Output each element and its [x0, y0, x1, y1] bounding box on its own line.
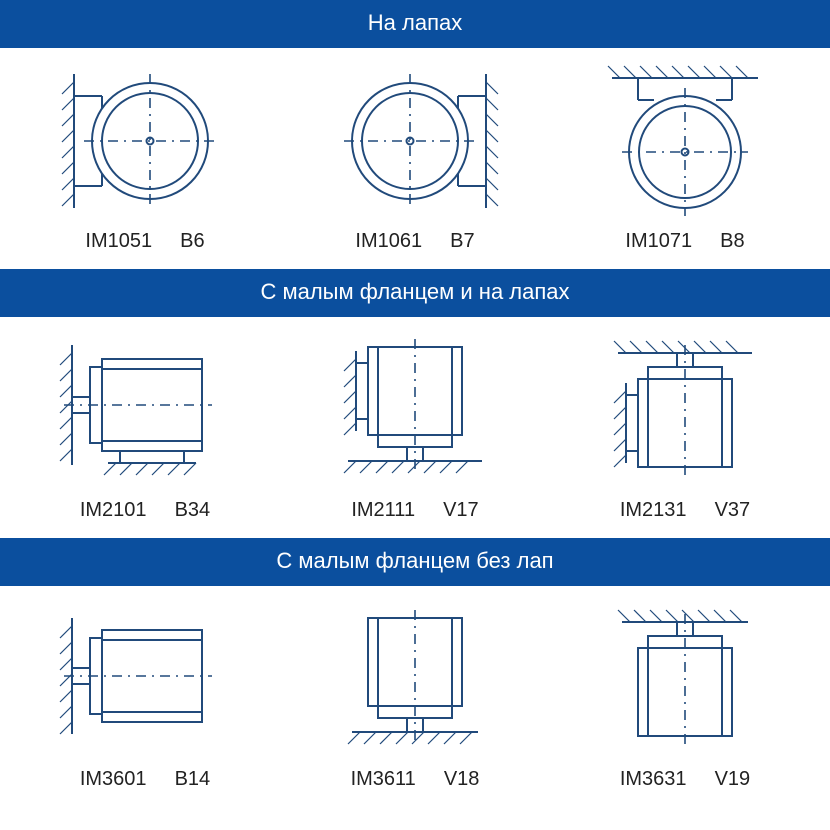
item-cell: IM3601 B14 — [20, 604, 270, 797]
section-header-2: С малым фланцем без лап — [0, 538, 830, 586]
item-labels: IM2131 V37 — [620, 499, 750, 522]
item-cell: IM3611 V18 — [290, 604, 540, 797]
item-code: IM1071 — [625, 230, 692, 253]
item-code: IM3611 — [351, 768, 416, 791]
item-labels: IM1051 B6 — [85, 230, 204, 253]
item-labels: IM2101 B34 — [80, 499, 210, 522]
drawing-circle-left — [50, 66, 240, 216]
item-cell: IM3631 V19 — [560, 604, 810, 797]
item-alt: V18 — [444, 768, 480, 791]
drawing-box-top-feet — [590, 335, 780, 485]
item-cell: IM1051 B6 — [20, 66, 270, 259]
drawing-box-bottom — [320, 604, 510, 754]
item-alt: B8 — [720, 230, 744, 253]
item-cell: IM1071 B8 — [560, 66, 810, 259]
section-row-1: IM2101 B34 — [0, 317, 830, 538]
item-alt: V19 — [715, 768, 751, 791]
section-header-0: На лапах — [0, 0, 830, 48]
drawing-box-left-feet — [50, 335, 240, 485]
item-labels: IM2111 V17 — [351, 499, 478, 522]
item-cell: IM2111 V17 — [290, 335, 540, 528]
item-code: IM1051 — [85, 230, 152, 253]
section-row-0: IM1051 B6 — [0, 48, 830, 269]
item-code: IM2101 — [80, 499, 147, 522]
drawing-box-top — [590, 604, 780, 754]
section-row-2: IM3601 B14 — [0, 586, 830, 807]
item-code: IM2131 — [620, 499, 687, 522]
item-alt: V37 — [715, 499, 751, 522]
item-code: IM2111 — [351, 499, 415, 522]
item-cell: IM1061 B7 — [290, 66, 540, 259]
page: На лапах — [0, 0, 830, 807]
drawing-circle-right — [320, 66, 510, 216]
item-code: IM3601 — [80, 768, 147, 791]
item-labels: IM3631 V19 — [620, 768, 750, 791]
item-code: IM3631 — [620, 768, 687, 791]
drawing-circle-top — [590, 66, 780, 216]
drawing-box-bottom-feet — [320, 335, 510, 485]
item-code: IM1061 — [355, 230, 422, 253]
item-alt: B7 — [450, 230, 474, 253]
section-header-1: С малым фланцем и на лапах — [0, 269, 830, 317]
item-cell: IM2131 V37 — [560, 335, 810, 528]
item-labels: IM3611 V18 — [351, 768, 480, 791]
item-labels: IM3601 B14 — [80, 768, 210, 791]
item-alt: B6 — [180, 230, 204, 253]
item-alt: B34 — [175, 499, 211, 522]
item-labels: IM1061 B7 — [355, 230, 474, 253]
item-labels: IM1071 B8 — [625, 230, 744, 253]
drawing-box-left — [50, 604, 240, 754]
item-alt: V17 — [443, 499, 479, 522]
item-alt: B14 — [175, 768, 211, 791]
item-cell: IM2101 B34 — [20, 335, 270, 528]
